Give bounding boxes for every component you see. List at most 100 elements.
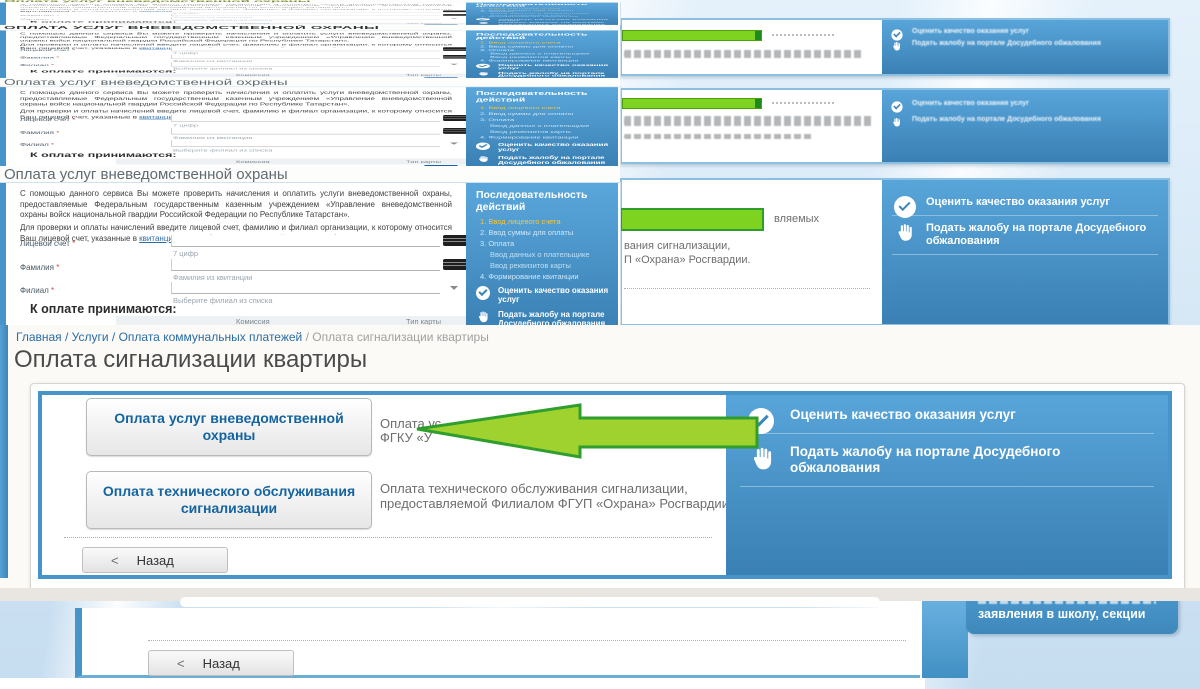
field-label: Филиал * <box>20 18 55 20</box>
sequence-step-3: 3. Оплата <box>480 11 515 13</box>
sequence-step-3b: Ввод реквизитов карты <box>490 261 571 270</box>
sequence-step-1[interactable]: 1. Ввод лицевого счета <box>480 217 561 226</box>
complaint-label: Подать жалобу на портале Досудебного обж… <box>498 310 606 328</box>
rate-service-link[interactable]: Оценить качество оказания услуг <box>466 282 618 306</box>
option2-desc-line2: предоставляемой Филиалом ФГУП «Охрана» Р… <box>380 496 733 511</box>
surname-input[interactable] <box>171 259 440 271</box>
complaint-link[interactable]: Подать жалобу на портале Досудебного обж… <box>882 218 1168 252</box>
complaint-link[interactable]: Подать жалобу на портале Досудебного обж… <box>466 306 618 330</box>
receipt-link[interactable]: квитанции <box>139 46 178 50</box>
sequence-step-1[interactable]: 1. Ввод лицевого счета <box>480 7 561 10</box>
rate-service-link[interactable]: Оценить качество оказания услуг <box>882 26 1168 41</box>
field-hint: Выберите филиал из списка <box>173 66 273 70</box>
complaint-link[interactable]: Подать жалобу на портале Досудебного обж… <box>466 70 618 78</box>
keypad-icon <box>443 235 469 246</box>
account-input[interactable] <box>171 10 440 13</box>
complaint-label: Подать жалобу на портале Досудебного обж… <box>790 444 1061 475</box>
receipt-link[interactable]: квитанции <box>139 114 178 120</box>
account-input[interactable] <box>171 47 440 52</box>
breadcrumb: Главная / Услуги / Оплата коммунальных п… <box>16 330 489 344</box>
field-label: Филиал * <box>20 63 55 67</box>
sequence-step-2[interactable]: 2. Ввод суммы для оплаты <box>480 45 574 48</box>
check-circle-icon <box>476 63 490 69</box>
sequence-step-1[interactable]: 1. Ввод лицевого счета <box>480 105 561 111</box>
hand-icon <box>891 41 901 51</box>
field-hint: Фамилия из квитанции <box>173 135 253 141</box>
field-label: Лицевой счет * <box>20 239 76 248</box>
rate-service-label: Оценить качество оказания услуг <box>498 142 609 153</box>
branch-select[interactable] <box>171 62 440 67</box>
complaint-link[interactable]: Подать жалобу на портале Досудебного обж… <box>726 444 1168 476</box>
background-window-right-3: вляемых вания сигнализации, П «Охрана» Р… <box>620 178 1170 326</box>
dotted-text-stub <box>772 102 834 104</box>
sequence-title: Последовательность действий <box>476 90 588 104</box>
keypad-icon <box>443 259 469 270</box>
receipt-link[interactable]: квитанции <box>139 233 178 243</box>
field-label: Филиал * <box>20 286 55 295</box>
intro-paragraph: С помощью данного сервиса Вы можете пров… <box>20 3 452 9</box>
field-label: Фамилия * <box>20 14 60 17</box>
surname-input[interactable] <box>171 55 440 59</box>
column-header: Тип карты <box>406 73 442 77</box>
hand-icon <box>476 22 489 24</box>
account-input[interactable] <box>171 235 440 247</box>
column-header: Комиссия <box>236 22 270 25</box>
sequence-title: Последовательность действий <box>476 32 588 41</box>
account-input[interactable] <box>171 115 440 122</box>
complaint-link[interactable]: Подать жалобу на портале Досудебного обж… <box>882 114 1168 127</box>
back-button[interactable]: < Назад <box>82 547 228 573</box>
cards-table-header: Комиссия Тип карты <box>116 158 468 165</box>
complaint-link[interactable]: Подать жалобу на портале Досудебного обж… <box>466 21 618 25</box>
sequence-step-2[interactable]: 2. Ввод суммы для оплаты <box>480 9 574 11</box>
column-header: Комиссия <box>236 317 270 326</box>
accepted-cards-title: К оплате принимаются: <box>30 68 177 74</box>
rate-service-link[interactable]: Оценить качество оказания услуг <box>882 98 1168 113</box>
maintenance-payment-button[interactable]: Оплата технического обслуживания сигнали… <box>86 471 372 529</box>
sequence-step-2[interactable]: 2. Ввод суммы для оплаты <box>480 111 574 117</box>
rate-service-link[interactable]: Оценить качество оказания услуг <box>466 62 618 70</box>
accepted-cards-title: К оплате принимаются: <box>30 302 177 316</box>
column-header: Тип карты <box>406 22 442 25</box>
keypad-icon <box>443 10 469 13</box>
branch-select[interactable] <box>171 140 440 147</box>
white-rounded-bar <box>180 597 880 607</box>
branch-select[interactable] <box>171 282 440 294</box>
page-title: Оплата услуг вневедомственной охраны <box>4 78 288 88</box>
check-circle-icon <box>476 286 490 300</box>
visa-card-chip <box>424 77 458 78</box>
column-header: Тип карты <box>406 159 442 164</box>
rate-service-label: Оценить качество оказания услуг <box>790 407 1016 422</box>
security-payment-button[interactable]: Оплата услуг вневедомственной охраны <box>86 398 372 456</box>
sequence-step-1[interactable]: 1. Ввод лицевого счета <box>480 41 561 45</box>
branch-select[interactable] <box>171 17 440 20</box>
divider <box>740 433 1154 434</box>
rate-service-link[interactable]: Оценить качество оказания услуг <box>726 407 1168 434</box>
accepted-cards-title: К оплате принимаются: <box>30 151 177 159</box>
surname-input[interactable] <box>171 127 440 135</box>
background-sidebar: Оценить качество оказания услуг Подать ж… <box>882 90 1168 162</box>
text-fragment: вляемых <box>774 213 820 225</box>
sequence-step-2[interactable]: 2. Ввод суммы для оплаты <box>480 228 574 237</box>
field-label: Филиал * <box>20 142 55 148</box>
sequence-step-3a: Ввод данных о плательщике <box>490 250 590 259</box>
breadcrumb-links[interactable]: Главная / Услуги / Оплата коммунальных п… <box>16 330 303 344</box>
back-button-label: Назад <box>136 552 174 568</box>
column-header: Тип карты <box>406 317 442 326</box>
background-window-right-2: Оценить качество оказания услуг Подать ж… <box>620 88 1170 164</box>
back-button[interactable]: < Назад <box>148 650 294 676</box>
keypad-icon <box>443 55 469 59</box>
complaint-link[interactable]: Подать жалобу на портале Досудебного обж… <box>882 38 1168 51</box>
complaint-link[interactable]: Подать жалобу на портале Досудебного обж… <box>466 153 618 166</box>
hand-icon <box>891 117 901 127</box>
rate-service-link[interactable]: Оценить качество оказания услуг <box>466 140 618 153</box>
text-fragment: вания сигнализации, <box>624 240 731 252</box>
column-header: Комиссия <box>236 73 270 77</box>
rate-service-link[interactable]: Оценить качество оказания услуг <box>466 18 618 22</box>
divider <box>740 486 1154 487</box>
receipt-link[interactable]: квитанции <box>139 10 178 12</box>
field-label: Фамилия * <box>20 263 60 272</box>
field-hint: Выберите филиал из списка <box>173 147 273 153</box>
rate-service-label: Оценить качество оказания услуг <box>498 18 609 21</box>
surname-input[interactable] <box>171 14 440 16</box>
rate-service-link[interactable]: Оценить качество оказания услуг <box>882 192 1168 218</box>
